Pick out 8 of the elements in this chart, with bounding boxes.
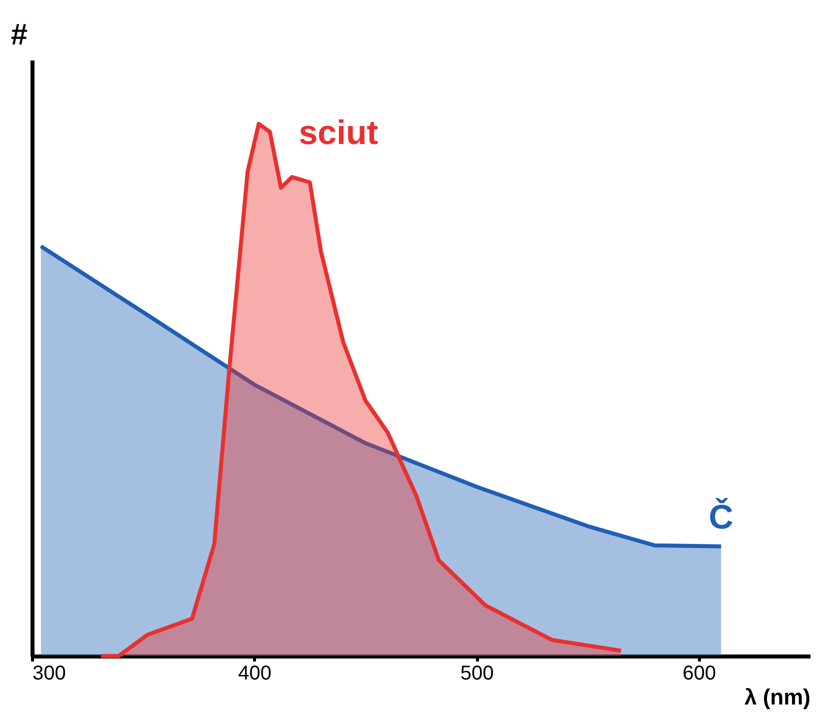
x-axis-title: λ (nm)	[744, 684, 810, 710]
x-tick-label: 600	[682, 662, 716, 684]
y-axis-title: #	[10, 18, 28, 52]
x-tick-label: 400	[238, 662, 272, 684]
x-tick-label: 500	[460, 662, 494, 684]
series-label: sciut	[298, 114, 378, 152]
series-label: Č	[708, 497, 734, 536]
x-tick-label: 300	[32, 662, 66, 684]
